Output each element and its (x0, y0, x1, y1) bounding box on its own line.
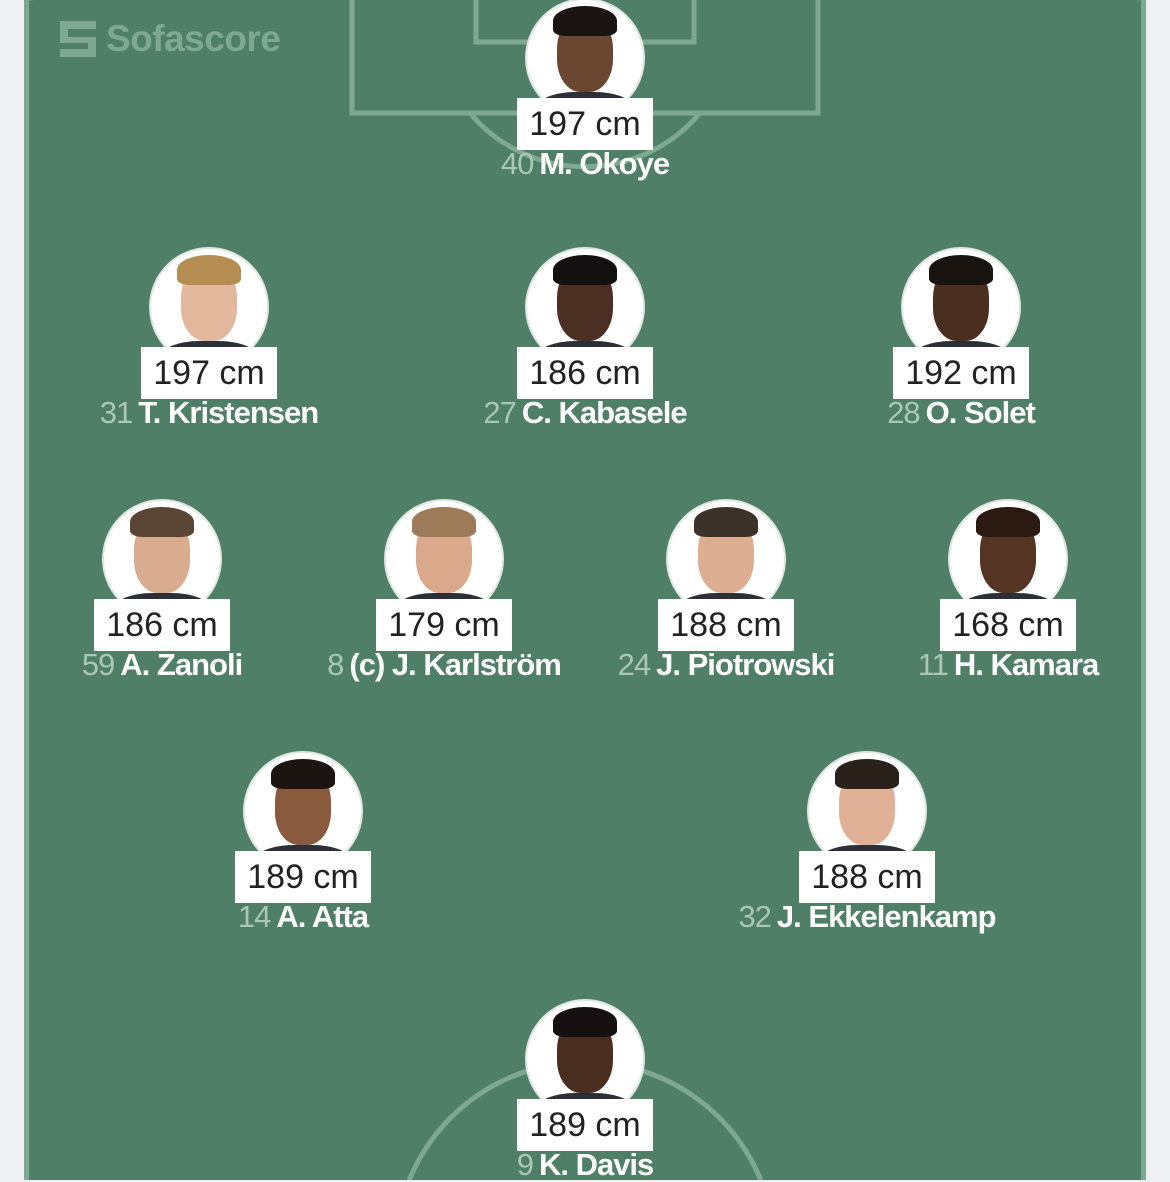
player-number: 28 (887, 395, 920, 430)
player-number: 40 (500, 146, 534, 181)
player-hair (553, 1007, 617, 1037)
player-number: 9 (516, 1147, 534, 1182)
player-height: 189 cm (235, 851, 371, 903)
player-hair (553, 6, 617, 36)
player-number: 11 (917, 647, 949, 682)
player-height: 197 cm (517, 98, 653, 150)
player-name[interactable]: 27 C. Kabasele (483, 395, 688, 430)
player-hair (177, 255, 241, 285)
player-name-text: (c) J. Karlström (349, 647, 561, 682)
player-name[interactable]: 11 H. Kamara (917, 647, 1100, 682)
player-name[interactable]: 14 A. Atta (237, 899, 369, 934)
player-name-text: H. Kamara (953, 647, 1099, 682)
player-name[interactable]: 31 T. Kristensen (99, 395, 319, 430)
player-height: 188 cm (799, 851, 935, 903)
player-4[interactable]: 186 cm 59 A. Zanoli (12, 499, 312, 680)
player-name-text: A. Zanoli (120, 647, 243, 682)
player-name[interactable]: 8 (c) J. Karlström (327, 647, 562, 682)
player-hair (976, 507, 1040, 537)
player-height: 186 cm (94, 599, 230, 651)
player-name-text: J. Ekkelenkamp (776, 899, 997, 934)
player-number: 8 (327, 647, 344, 682)
player-name[interactable]: 28 O. Solet (887, 395, 1036, 430)
player-height: 189 cm (517, 1099, 653, 1151)
player-height: 179 cm (376, 599, 512, 651)
player-7[interactable]: 168 cm 11 H. Kamara (858, 499, 1158, 680)
player-number: 24 (617, 647, 651, 682)
player-name-text: A. Atta (276, 899, 369, 934)
player-3[interactable]: 192 cm 28 O. Solet (811, 247, 1111, 428)
player-5[interactable]: 179 cm 8 (c) J. Karlström (294, 499, 594, 680)
player-name[interactable]: 24 J. Piotrowski (617, 647, 836, 682)
player-6[interactable]: 188 cm 24 J. Piotrowski (576, 499, 876, 680)
player-9[interactable]: 188 cm 32 J. Ekkelenkamp (717, 751, 1017, 932)
player-name-text: M. Okoye (539, 146, 670, 181)
player-height: 168 cm (940, 599, 1076, 651)
sofascore-logo: Sofascore (60, 18, 281, 60)
player-1[interactable]: 197 cm 31 T. Kristensen (59, 247, 359, 428)
player-hair (271, 759, 335, 789)
player-hair (694, 507, 758, 537)
player-number: 27 (483, 395, 516, 430)
player-hair (412, 507, 476, 537)
player-number: 31 (99, 395, 133, 430)
sofascore-logo-icon (60, 21, 96, 57)
player-number: 14 (237, 899, 271, 934)
player-name[interactable]: 59 A. Zanoli (81, 647, 243, 682)
player-height: 186 cm (517, 347, 653, 399)
player-name-text: J. Piotrowski (656, 647, 835, 682)
player-8[interactable]: 189 cm 14 A. Atta (153, 751, 453, 932)
player-hair (835, 759, 899, 789)
player-number: 59 (81, 647, 115, 682)
player-height: 188 cm (658, 599, 794, 651)
player-name[interactable]: 9 K. Davis (516, 1147, 655, 1182)
player-name[interactable]: 32 J. Ekkelenkamp (738, 899, 997, 934)
player-2[interactable]: 186 cm 27 C. Kabasele (435, 247, 735, 428)
player-name-text: K. Davis (538, 1147, 654, 1182)
player-0[interactable]: 197 cm 40 M. Okoye (435, 0, 735, 179)
penalty-arc (468, 111, 702, 170)
player-hair (553, 255, 617, 285)
player-height: 192 cm (893, 347, 1029, 399)
player-name-text: O. Solet (925, 395, 1036, 430)
player-name-text: T. Kristensen (138, 395, 319, 430)
player-10[interactable]: 189 cm 9 K. Davis (435, 999, 735, 1180)
player-height: 197 cm (141, 347, 277, 399)
player-name[interactable]: 40 M. Okoye (500, 146, 670, 181)
player-name-text: C. Kabasele (521, 395, 688, 430)
sofascore-logo-text: Sofascore (106, 18, 281, 59)
player-number: 32 (738, 899, 771, 934)
player-hair (130, 507, 194, 537)
player-hair (929, 255, 993, 285)
